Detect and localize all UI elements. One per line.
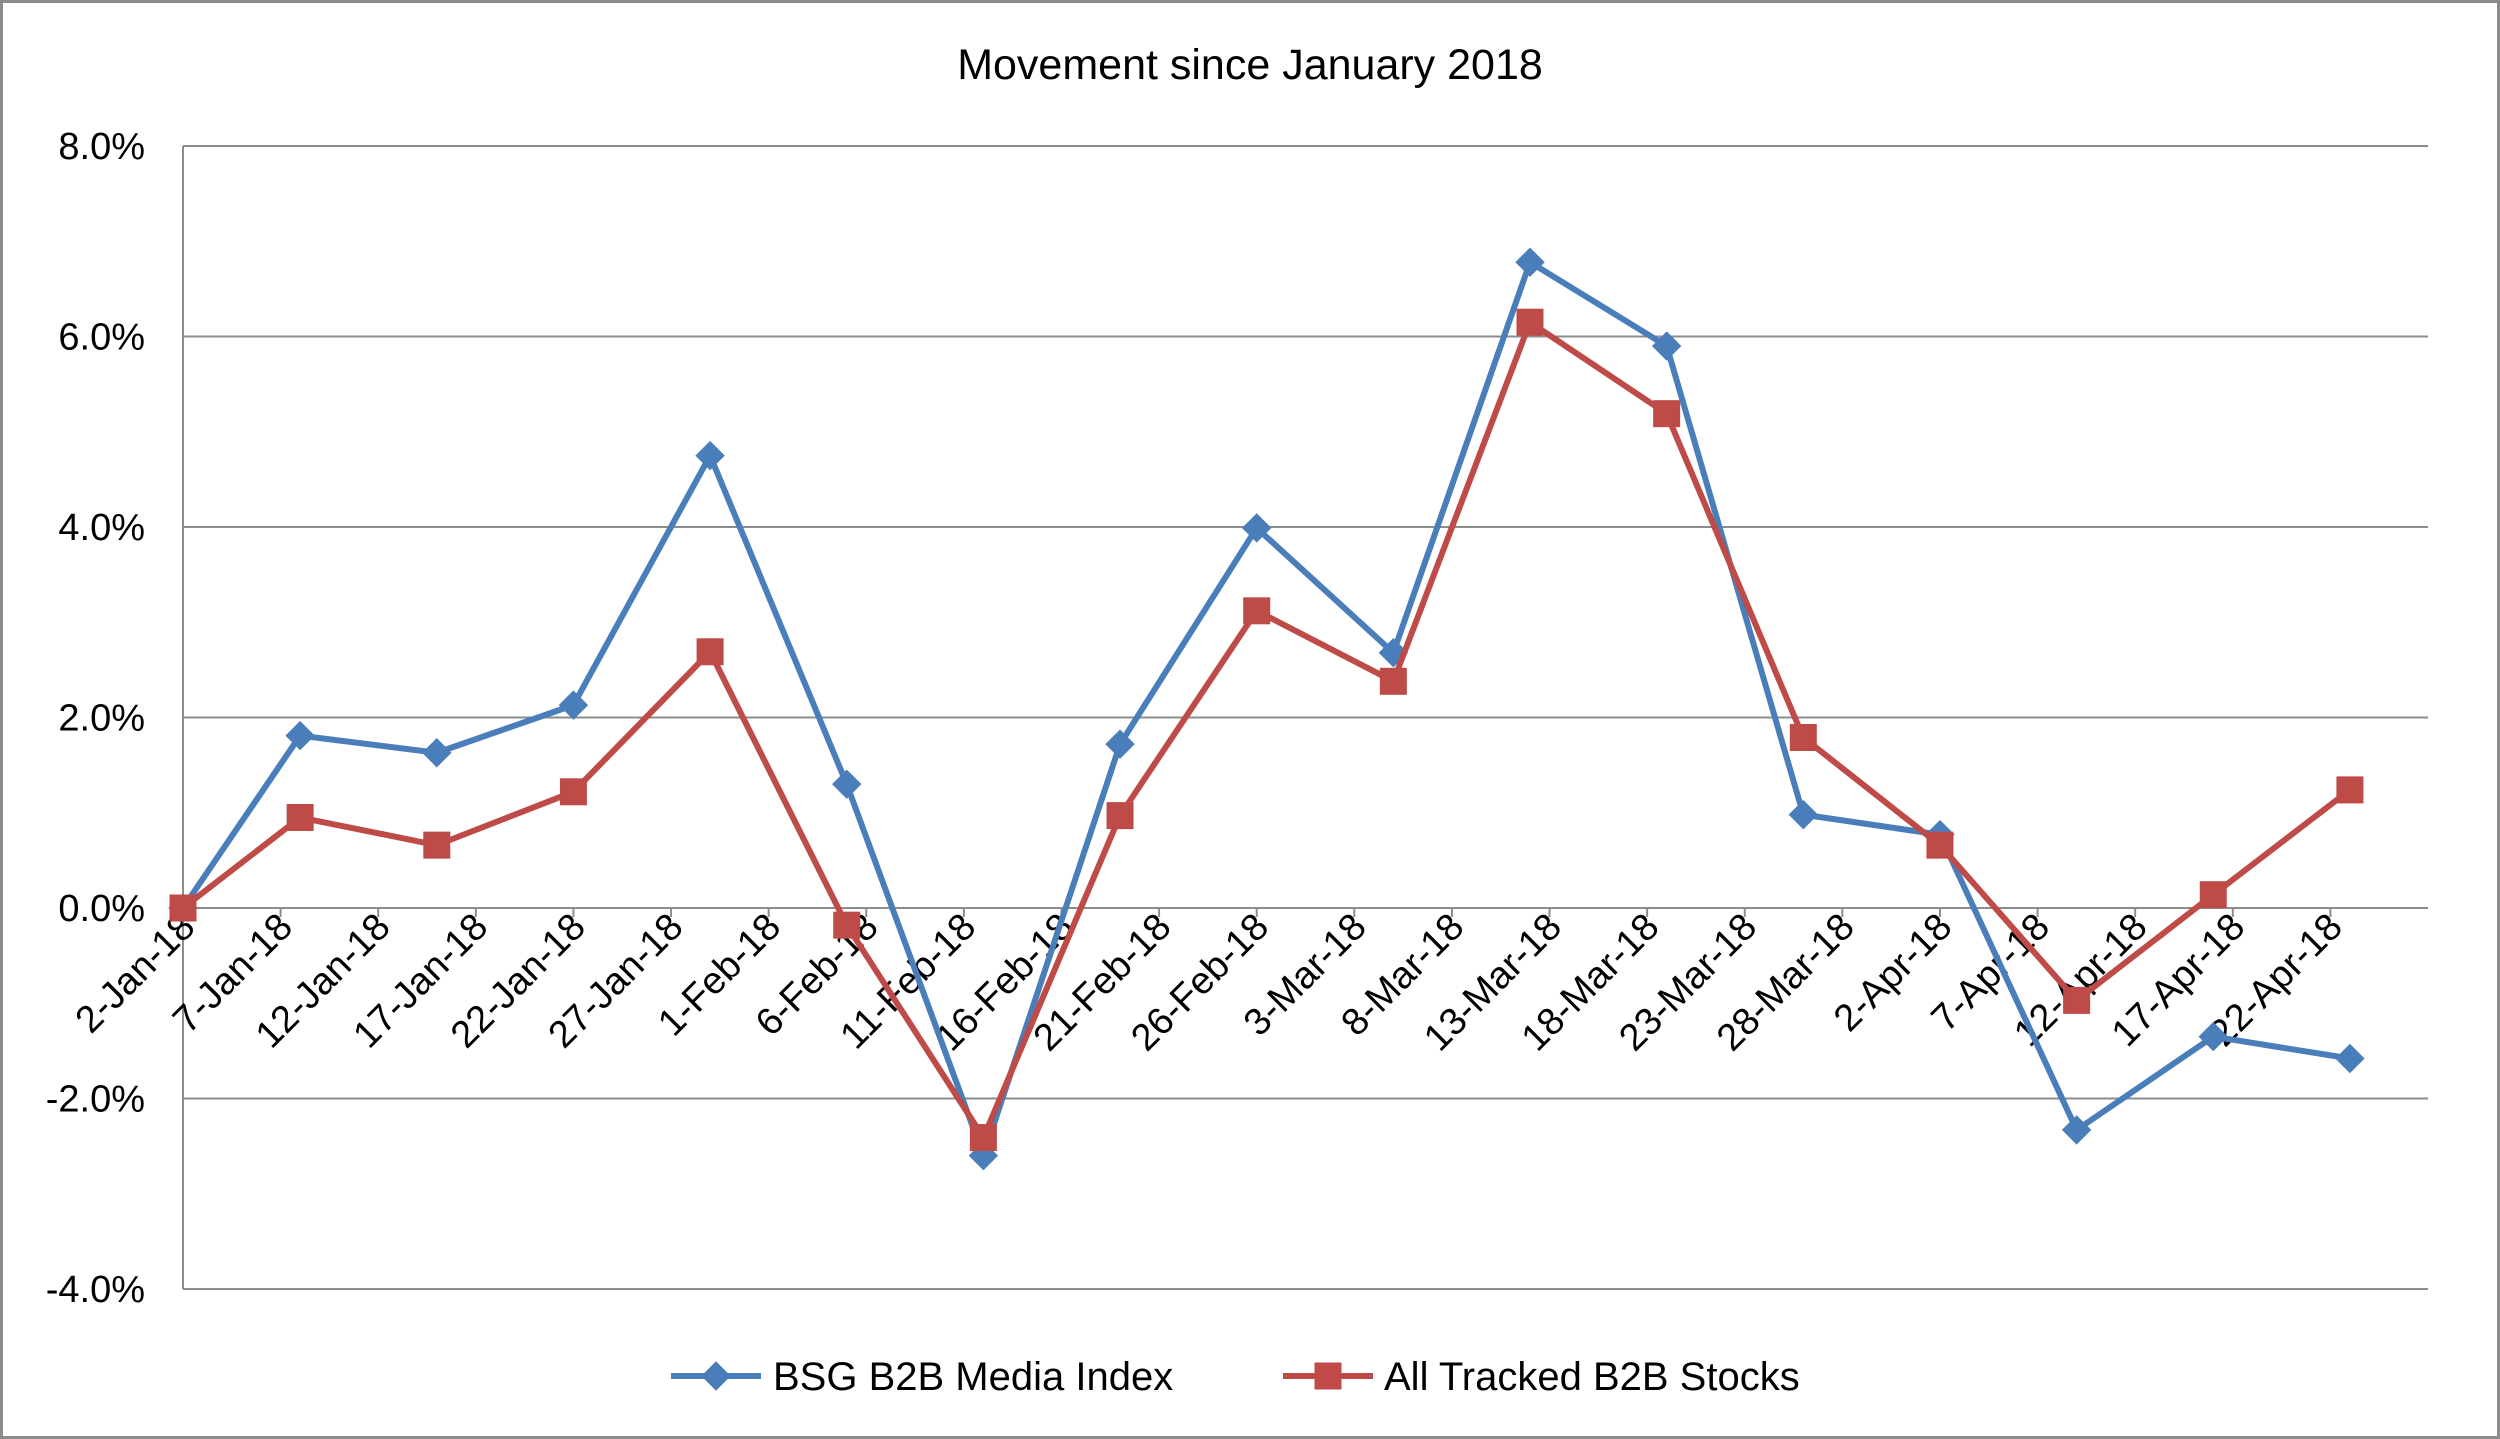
data-point bbox=[833, 911, 861, 939]
data-point bbox=[2063, 986, 2091, 1014]
data-point bbox=[1789, 724, 1817, 752]
data-point bbox=[2336, 776, 2364, 804]
data-point bbox=[559, 778, 587, 806]
data-point bbox=[832, 769, 862, 799]
data-point bbox=[1651, 331, 1682, 361]
legend-item: All Tracked B2B Stocks bbox=[1283, 1355, 1800, 1399]
series-layer bbox=[168, 247, 2365, 1171]
line-chart: Movement since January 2018 8.0% 6.0% 4.0%… bbox=[46, 41, 2428, 1399]
series-all-tracked-b2b-stocks bbox=[169, 308, 2364, 1152]
legend-item: BSG B2B Media Index bbox=[671, 1355, 1173, 1399]
data-point bbox=[1788, 799, 1819, 830]
data-point bbox=[1243, 597, 1271, 625]
legend-marker bbox=[701, 1361, 731, 1391]
y-tick-label: 0.0% bbox=[58, 888, 145, 930]
data-point bbox=[423, 831, 451, 859]
data-point bbox=[1379, 667, 1407, 695]
y-tick-label: 6.0% bbox=[58, 317, 145, 359]
data-point bbox=[695, 440, 725, 471]
y-tick-label: 8.0% bbox=[58, 126, 145, 168]
data-point bbox=[696, 638, 724, 666]
legend-label: BSG B2B Media Index bbox=[773, 1355, 1173, 1399]
data-point bbox=[1105, 729, 1135, 759]
data-point bbox=[558, 690, 589, 720]
data-point bbox=[1241, 513, 1272, 543]
y-axis-tick-labels: 8.0% 6.0% 4.0% 2.0% 0.0% -2.0% -4.0% bbox=[46, 126, 145, 1311]
data-point bbox=[285, 720, 315, 751]
chart-title: Movement since January 2018 bbox=[957, 41, 1543, 89]
data-point bbox=[1926, 831, 1954, 859]
data-point bbox=[1106, 802, 1134, 830]
data-point bbox=[2199, 881, 2227, 909]
data-point bbox=[2198, 1021, 2228, 1052]
data-point bbox=[2061, 1115, 2092, 1145]
axes bbox=[182, 146, 2332, 1289]
y-tick-label: -2.0% bbox=[46, 1079, 145, 1121]
y-tick-label: 4.0% bbox=[58, 507, 145, 549]
data-point bbox=[286, 804, 314, 832]
data-point bbox=[169, 894, 197, 922]
data-point bbox=[1653, 400, 1681, 428]
data-point bbox=[2335, 1043, 2365, 1074]
data-point bbox=[1516, 308, 1544, 336]
data-point bbox=[1515, 247, 1545, 277]
legend-marker bbox=[1314, 1362, 1342, 1390]
legend: BSG B2B Media Index All Tracked B2B Stock… bbox=[671, 1355, 1800, 1399]
data-point bbox=[422, 738, 452, 768]
data-point bbox=[969, 1124, 997, 1152]
y-tick-label: 2.0% bbox=[58, 698, 145, 740]
legend-label: All Tracked B2B Stocks bbox=[1384, 1355, 1800, 1399]
gridlines bbox=[183, 145, 2428, 1290]
y-tick-label: -4.0% bbox=[46, 1269, 145, 1311]
